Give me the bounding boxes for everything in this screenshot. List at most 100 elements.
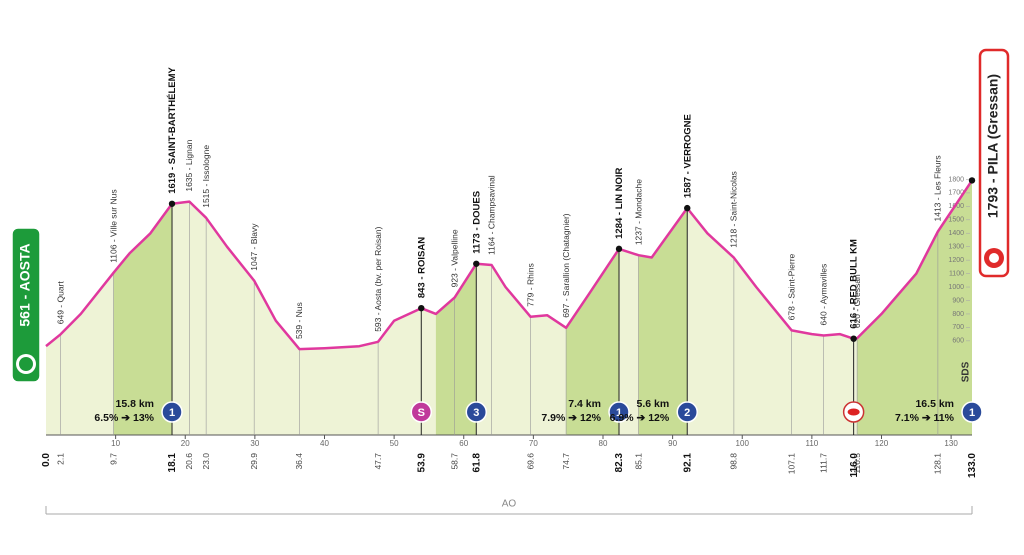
km-label: 36.4 <box>294 453 304 470</box>
finish-badge <box>978 48 1010 278</box>
km-label: 18.1 <box>167 453 178 473</box>
km-label: 2.1 <box>55 453 65 465</box>
waypoint-label: 1173 - DOUES <box>471 191 482 254</box>
y-tick-label: 700 <box>952 324 964 331</box>
redbull-logo <box>847 408 860 416</box>
waypoint-label: 697 - Sarallion (Chatagnier) <box>561 213 571 318</box>
climb-icon <box>676 401 698 423</box>
y-tick-label: 1200 <box>948 257 964 264</box>
waypoint-label: 843 - ROISAN <box>416 237 427 298</box>
x-tick-label: 70 <box>529 439 538 448</box>
km-label: 128.1 <box>933 453 943 475</box>
x-tick-label: 80 <box>599 439 608 448</box>
profile-fill <box>46 180 972 435</box>
climb-icon-label: 1 <box>169 407 175 419</box>
waypoint-label: 616 - RED BULL KM <box>849 239 860 329</box>
waypoint-label: 1237 - Mondache <box>633 179 643 245</box>
x-tick-label: 130 <box>944 439 958 448</box>
waypoint-dot <box>168 200 176 207</box>
waypoint-label: 1635 - Lignan <box>184 139 194 191</box>
climb-gradient: 7.9% ➔ 12% <box>541 412 601 424</box>
km-label: 69.6 <box>525 453 535 470</box>
waypoint-dot <box>850 335 857 342</box>
km-label: 20.6 <box>184 453 194 470</box>
x-tick-label: 60 <box>459 439 468 448</box>
waypoint-label: 593 - Aosta (bv. per Roisan) <box>373 226 383 331</box>
climb-icon-label: 1 <box>969 407 975 419</box>
km-label: 111.7 <box>818 453 828 473</box>
y-tick-label: 800 <box>952 311 964 318</box>
y-tick-label: 900 <box>952 297 964 304</box>
waypoint-label: 640 - Aymavilles <box>818 264 828 326</box>
climb-band <box>113 180 173 435</box>
y-tick-label: 1800 <box>948 176 964 183</box>
climb-icon <box>410 401 433 423</box>
waypoint-label: 923 - Valpelline <box>449 229 459 287</box>
x-tick-label: 30 <box>250 439 259 448</box>
km-label: 98.8 <box>729 453 739 470</box>
waypoint-label: 649 - Quart <box>55 281 65 325</box>
climb-icon <box>961 401 983 423</box>
climb-gradient: 7.1% ➔ 11% <box>895 412 955 424</box>
y-tick-label: 600 <box>952 338 964 345</box>
km-label: 82.3 <box>614 453 625 473</box>
region-label: AO <box>502 499 517 510</box>
km-label: 47.7 <box>373 453 383 470</box>
km-label: 0.0 <box>41 453 52 467</box>
climb-gradient: 6.9% ➔ 12% <box>610 412 670 424</box>
x-tick-label: 120 <box>875 439 889 448</box>
start-label: 561 - AOSTA <box>17 243 33 326</box>
waypoint-label: 1164 - Champsavinal <box>486 175 496 255</box>
climb-icon <box>465 401 488 423</box>
waypoint-label: 1619 - SAINT-BARTHÉLEMY <box>167 66 178 193</box>
km-label: 116.0 <box>849 453 860 478</box>
y-tick-label: 1700 <box>948 190 964 197</box>
x-tick-label: 20 <box>181 439 190 448</box>
climb-length: 7.4 km <box>568 398 601 410</box>
waypoint-dot <box>418 304 425 312</box>
waypoint-label: 620 - Gressan <box>852 274 862 328</box>
y-tick-label: 1400 <box>948 230 964 237</box>
waypoint-label: 1047 - Blavy <box>249 223 259 271</box>
finish-label: 1793 - PILA (Gressan) <box>985 74 1001 218</box>
logo: SDS <box>961 361 972 382</box>
km-label: 9.7 <box>108 453 118 465</box>
km-label: 92.1 <box>682 453 693 473</box>
km-label: 58.7 <box>449 453 459 470</box>
x-tick-label: 100 <box>736 439 750 448</box>
waypoint-label: 1515 - Issologne <box>201 145 211 208</box>
labels: 649 - Quart 1106 - Ville sur Nus 1619 - SA… <box>41 66 983 478</box>
finish-dot <box>968 177 976 184</box>
climb-icon <box>608 401 630 423</box>
waypoint-label: 779 - Rhins <box>525 263 535 306</box>
climb-length: 15.8 km <box>115 398 154 410</box>
profile-line <box>45 179 974 351</box>
km-label: 116.5 <box>852 453 862 474</box>
km-label: 29.9 <box>249 453 259 470</box>
climb-length: 5.6 km <box>637 398 670 410</box>
climb-band <box>638 180 688 435</box>
climb-icon-label: 3 <box>473 407 479 419</box>
km-label: 85.1 <box>633 453 643 470</box>
climb-icon-label: 2 <box>684 407 690 419</box>
x-tick-label: 40 <box>320 439 329 448</box>
km-label: 107.1 <box>786 453 796 475</box>
start-badge <box>11 227 41 383</box>
y-tick-label: 1300 <box>948 244 964 251</box>
x-tick-label: 50 <box>390 439 399 448</box>
km-label: 133.0 <box>967 453 978 478</box>
km-label: 74.7 <box>561 453 571 470</box>
y-tick-label: 1000 <box>948 284 964 291</box>
waypoint-label: 1284 - LIN NOIR <box>614 167 625 238</box>
waypoint-dot <box>615 245 623 253</box>
climb-icon <box>161 401 183 423</box>
y-tick-label: 1100 <box>949 270 964 277</box>
waypoint-label: 1218 - Saint-Nicolas <box>729 171 739 248</box>
y-tick-label: 1500 <box>948 217 964 224</box>
waypoint-label: 678 - Saint-Pierre <box>786 253 796 320</box>
finish-icon-inner <box>989 253 999 263</box>
waypoint-label: 1413 - Les Fleurs <box>933 155 943 221</box>
climb-length: 16.5 km <box>915 398 954 410</box>
km-label: 23.0 <box>201 453 211 470</box>
